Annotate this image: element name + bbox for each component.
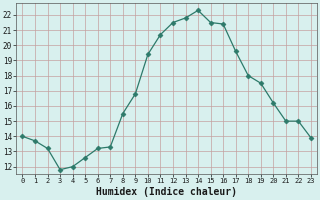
X-axis label: Humidex (Indice chaleur): Humidex (Indice chaleur)	[96, 187, 237, 197]
